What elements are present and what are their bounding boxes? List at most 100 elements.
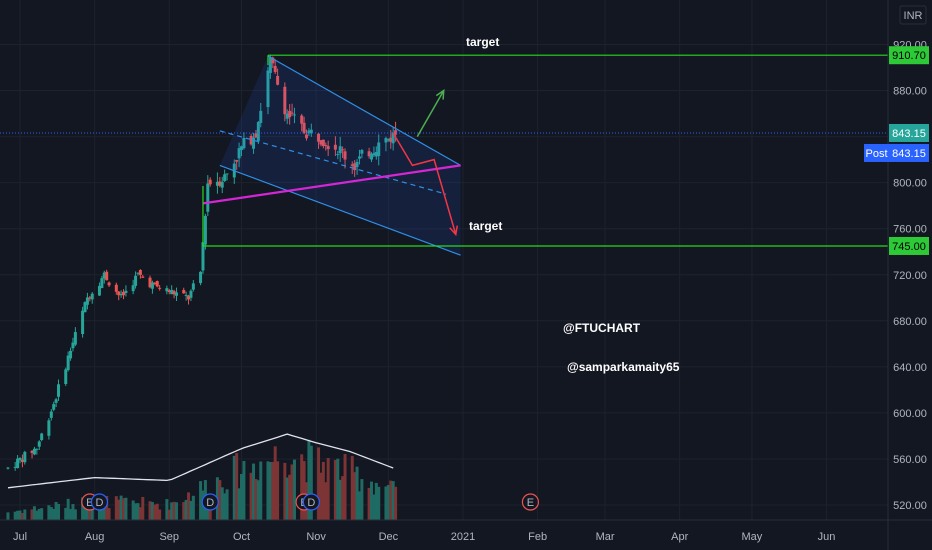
candle-body — [273, 65, 277, 73]
candle-body — [119, 294, 123, 296]
lower-target-label: target — [469, 219, 502, 233]
y-tick-label: 720.00 — [893, 270, 927, 282]
candle-body — [85, 297, 89, 305]
candle-body — [208, 179, 212, 185]
volume-bar — [302, 461, 306, 520]
post-tag-text: Post — [865, 148, 887, 160]
currency-badge[interactable]: INR — [899, 5, 927, 25]
volume-bar — [341, 476, 345, 520]
volume-bar — [122, 498, 126, 520]
candle-body — [386, 139, 390, 141]
candle-body — [47, 420, 51, 436]
price-label-box — [889, 236, 929, 255]
support-trendline[interactable] — [202, 164, 461, 205]
candle-body — [6, 467, 10, 469]
event-marker-d[interactable]: D — [201, 493, 219, 511]
y-tick-label: 880.00 — [893, 86, 927, 98]
event-marker-letter: E — [86, 497, 93, 509]
price-label-green: 910.70 — [889, 46, 929, 65]
event-marker-d[interactable]: D — [90, 493, 109, 511]
price-label-teal: 843.15 — [889, 123, 929, 142]
bearish-arrow[interactable] — [392, 132, 457, 235]
event-markers: EDDEDE — [81, 493, 540, 511]
volume-bar — [155, 503, 159, 520]
candle-body — [283, 86, 287, 115]
bullish-arrow[interactable] — [416, 90, 445, 137]
bullish-arrow-head — [435, 89, 445, 100]
x-tick-label: Mar — [596, 531, 615, 543]
y-tick-label: 640.00 — [893, 362, 927, 374]
candle-body — [158, 287, 162, 289]
candle-body — [394, 130, 398, 135]
candle-body — [237, 148, 241, 159]
channel-lower-line[interactable] — [219, 164, 461, 256]
candle-body — [182, 290, 186, 294]
candle-body — [191, 283, 195, 290]
candle-body — [187, 295, 191, 300]
candle-body — [259, 110, 263, 123]
candle-body — [220, 181, 224, 188]
price-label-text: 843.15 — [892, 128, 926, 140]
price-label-box — [889, 143, 929, 162]
price-label-text: 910.70 — [892, 50, 926, 62]
volume-bar — [23, 509, 27, 520]
price-label-box — [889, 123, 929, 142]
candle-body — [266, 70, 270, 108]
x-tick-label: Oct — [233, 531, 250, 543]
x-tick-label: Aug — [85, 531, 105, 543]
candle-body — [69, 350, 73, 359]
candle-body — [184, 294, 188, 296]
volume-bar — [136, 503, 140, 520]
event-marker-letter: D — [95, 497, 103, 509]
volume-bar — [174, 502, 178, 520]
volume-bar — [357, 491, 361, 520]
event-marker-e[interactable]: E — [521, 493, 540, 511]
candle-body — [114, 284, 118, 292]
volume-bar — [158, 509, 162, 520]
candle-body — [49, 411, 53, 418]
volume-bar — [64, 507, 68, 520]
volume-bar — [266, 461, 270, 520]
volume-bar — [353, 472, 357, 520]
candle-body — [326, 146, 330, 150]
x-tick-label: Jul — [13, 531, 27, 543]
candle-body — [30, 450, 34, 453]
candle-body — [88, 297, 92, 299]
candle-body — [254, 133, 258, 138]
event-marker-d[interactable]: D — [302, 493, 320, 511]
candle-body — [300, 115, 304, 124]
y-tick-label: 560.00 — [893, 454, 927, 466]
volume-bar — [338, 479, 342, 520]
candle-body — [389, 137, 393, 142]
candle-body — [167, 290, 171, 293]
candle-body — [201, 242, 205, 271]
candle-body — [117, 291, 121, 296]
volume-bar — [124, 497, 128, 520]
candles — [6, 54, 398, 471]
volume-bar — [119, 495, 123, 520]
candle-body — [35, 448, 39, 450]
event-marker-letter: D — [307, 497, 315, 509]
channel-upper-line[interactable] — [267, 55, 461, 166]
candle-body — [324, 145, 328, 147]
channel-mid-line[interactable] — [219, 130, 447, 195]
event-marker-letter: D — [206, 497, 214, 509]
candle-body — [321, 139, 325, 147]
bearish-arrow-head — [449, 225, 459, 237]
volume-bar — [18, 510, 22, 520]
x-tick-label: Apr — [671, 531, 688, 543]
volume-bar — [90, 506, 94, 520]
volume-bar — [199, 481, 203, 520]
volume-bar — [237, 488, 241, 520]
candle-body — [155, 281, 159, 287]
x-tick-label: May — [742, 531, 763, 543]
candle-body — [199, 271, 203, 284]
volume-bar — [57, 503, 61, 520]
volume-bar — [172, 501, 176, 520]
volume-bar — [30, 509, 34, 520]
candle-body — [40, 433, 44, 441]
volume-bar — [138, 507, 142, 520]
